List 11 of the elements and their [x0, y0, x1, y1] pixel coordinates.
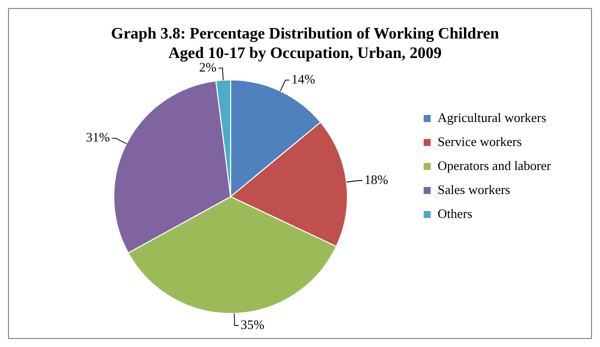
legend-label: Others	[438, 206, 472, 221]
chart-title: Graph 3.8: Percentage Distribution of Working Children Aged 10-17 by Occupation, Urban, 2009	[110, 26, 500, 62]
data-label: 2%	[199, 60, 217, 75]
data-label: 35%	[240, 316, 265, 332]
data-label: 14%	[291, 72, 316, 87]
data-label: 31%	[86, 130, 110, 145]
legend-label: Sales workers	[438, 182, 510, 197]
legend-label: Operators and laborer	[438, 158, 552, 173]
legend-label: Service workers	[438, 134, 522, 149]
data-label: 18%	[364, 172, 388, 187]
legend-label: Agricultural workers	[438, 110, 546, 125]
